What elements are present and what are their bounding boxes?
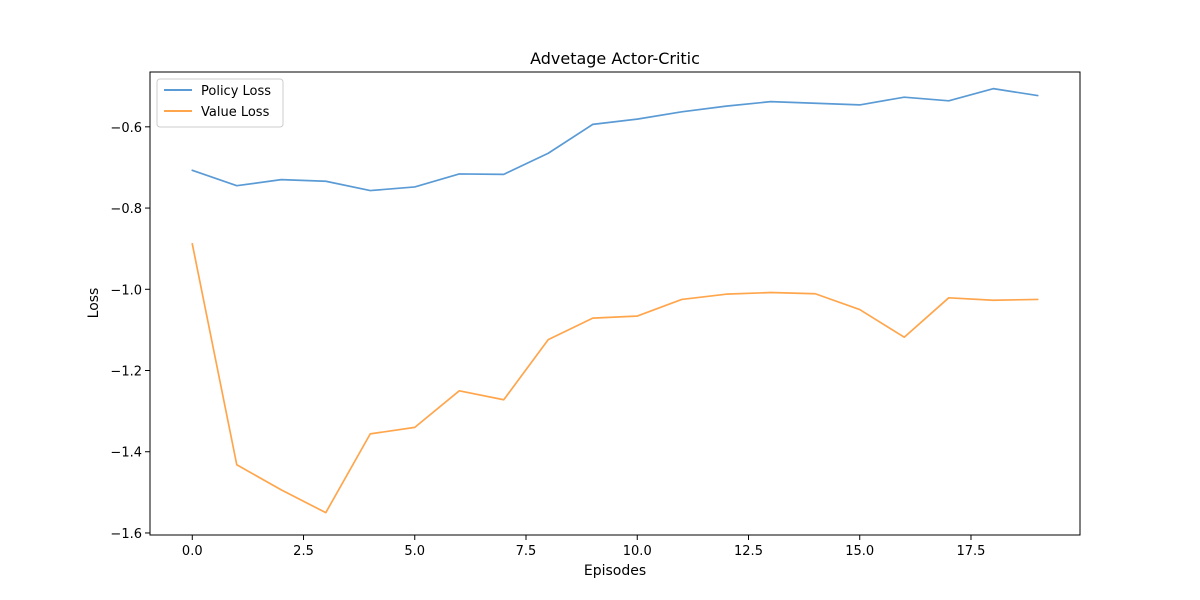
x-tick-label: 7.5 <box>516 544 537 559</box>
legend-label-value-loss: Value Loss <box>201 105 270 120</box>
x-tick-label: 15.0 <box>845 544 874 559</box>
x-tick-label: 5.0 <box>404 544 425 559</box>
series-line-policy-loss <box>191 87 1039 192</box>
x-axis-label: Episodes <box>584 563 646 579</box>
y-tick-label: −1.0 <box>110 283 142 298</box>
series-line-value-loss <box>191 242 1039 514</box>
legend-label-policy-loss: Policy Loss <box>201 84 271 99</box>
chart-title: Advetage Actor-Critic <box>530 49 700 68</box>
x-axis-ticks: 0.0 2.5 5.0 7.5 10.0 12.5 15.0 17.5 <box>182 535 986 559</box>
series-layer <box>191 87 1039 514</box>
y-tick-label: −0.6 <box>110 121 142 136</box>
x-tick-label: 2.5 <box>293 544 314 559</box>
x-tick-label: 0.0 <box>182 544 203 559</box>
x-tick-label: 17.5 <box>957 544 986 559</box>
y-axis-ticks: −1.6 −1.4 −1.2 −1.0 −0.8 −0.6 <box>110 121 150 542</box>
y-axis-label: Loss <box>86 288 102 319</box>
plot-frame <box>149 71 1081 536</box>
x-tick-label: 12.5 <box>734 544 763 559</box>
x-tick-label: 10.0 <box>623 544 652 559</box>
y-tick-label: −0.8 <box>110 202 142 217</box>
legend: Policy Loss Value Loss <box>156 78 284 128</box>
y-tick-label: −1.6 <box>110 527 142 542</box>
y-tick-label: −1.4 <box>110 446 142 461</box>
y-tick-label: −1.2 <box>110 365 142 380</box>
